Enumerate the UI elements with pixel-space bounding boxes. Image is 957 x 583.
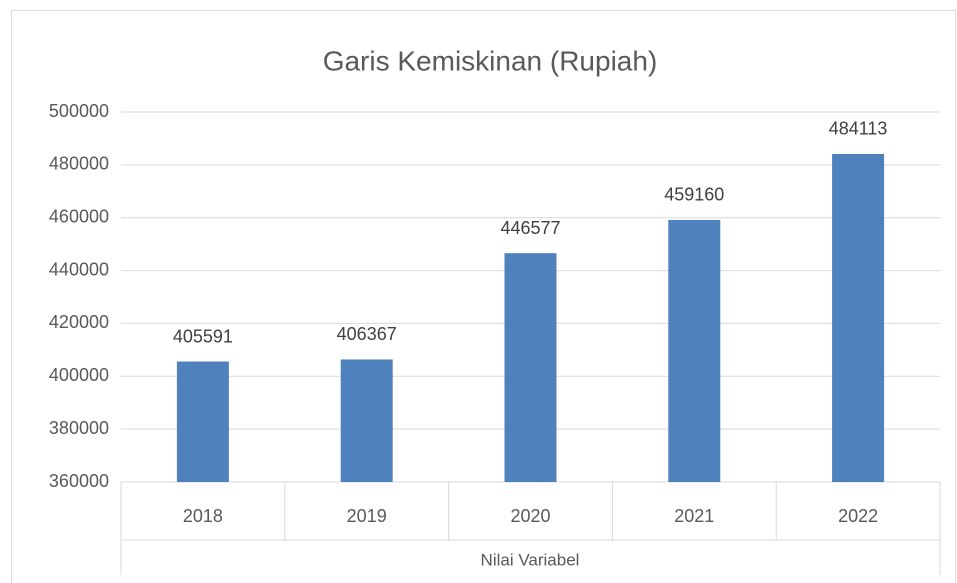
x-tick-label: 2018: [183, 506, 223, 526]
data-label: 446577: [500, 218, 560, 238]
y-tick-label: 480000: [49, 154, 109, 174]
bar: [340, 359, 393, 482]
y-tick-label: 400000: [49, 365, 109, 385]
bar: [176, 361, 229, 482]
x-tick-label: 2022: [838, 506, 878, 526]
y-tick-label: 360000: [49, 471, 109, 491]
y-tick-label: 440000: [49, 259, 109, 279]
bar: [668, 219, 721, 483]
data-label: 459160: [664, 185, 724, 205]
bar: [504, 253, 557, 482]
y-tick-label: 380000: [49, 418, 109, 438]
y-tick-label: 460000: [49, 206, 109, 226]
y-tick-label: 420000: [49, 312, 109, 332]
data-label: 405591: [173, 326, 233, 346]
y-tick-label: 500000: [49, 101, 109, 121]
data-label: 406367: [337, 324, 397, 344]
bar: [832, 153, 885, 483]
chart-border: [11, 10, 956, 583]
x-tick-label: 2020: [510, 506, 550, 526]
x-tick-label: 2021: [674, 506, 714, 526]
data-label: 484113: [829, 119, 888, 139]
x-axis-label: Nilai Variabel: [481, 550, 580, 569]
x-tick-label: 2019: [347, 506, 387, 526]
chart-title: Garis Kemiskinan (Rupiah): [323, 45, 658, 76]
